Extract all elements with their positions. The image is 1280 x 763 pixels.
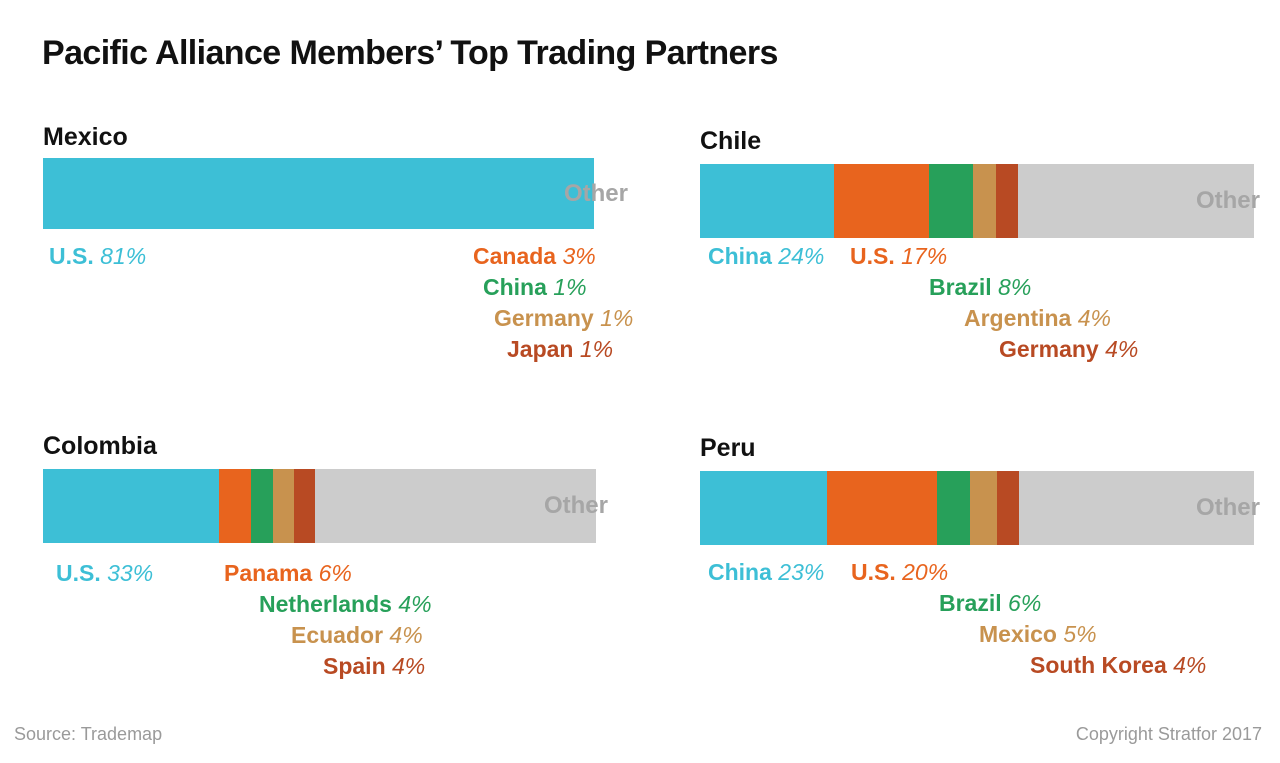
stacked-bar-mexico <box>43 158 594 229</box>
partner-share: 81% <box>93 243 147 269</box>
data-label-japan: Japan 1% <box>507 338 613 361</box>
partner-name: Canada <box>473 243 557 269</box>
bar-segment-germany <box>995 164 1019 238</box>
partner-share: 24% <box>771 243 825 269</box>
partner-name: Netherlands <box>259 591 392 617</box>
partner-name: U.S. <box>850 243 895 269</box>
partner-name: Argentina <box>964 305 1072 331</box>
bar-segment-argentina <box>973 164 996 238</box>
partner-share: 4% <box>391 591 432 617</box>
chart-panel-peru: Peru Other China 23% U.S. 20% Brazil 6% Mexic… <box>700 434 1274 704</box>
partner-share: 6% <box>312 560 352 586</box>
bar-segment-u-s <box>833 164 929 238</box>
data-label-south-korea: South Korea 4% <box>1030 654 1206 677</box>
other-segment-label: Other <box>543 492 608 519</box>
partner-name: China <box>708 243 772 269</box>
bar-segment-china <box>700 471 827 545</box>
bar-segment-panama <box>219 469 252 543</box>
partner-name: South Korea <box>1030 652 1167 678</box>
partner-share: 4% <box>1098 336 1139 362</box>
partner-share: 1% <box>593 305 634 331</box>
partner-share: 5% <box>1056 621 1097 647</box>
bar-segment-mexico <box>969 471 997 545</box>
chart-panel-mexico: Mexico Other U.S. 81% Canada 3% China 1% Germ… <box>43 123 633 393</box>
other-segment-label: Other <box>1195 187 1260 214</box>
partner-name: Japan <box>507 336 574 362</box>
chart-title: Pacific Alliance Members’ Top Trading Pa… <box>42 34 778 72</box>
data-label-u-s: U.S. 81% <box>49 245 146 268</box>
other-segment-label: Other <box>1195 494 1260 521</box>
partner-name: U.S. <box>851 559 896 585</box>
panel-title-mexico: Mexico <box>43 123 128 151</box>
data-label-u-s: U.S. 20% <box>851 561 948 584</box>
chart-panel-colombia: Colombia Other U.S. 33% Panama 6% Netherland… <box>43 432 616 702</box>
bar-segment-u-s <box>43 158 594 229</box>
partner-share: 4% <box>383 622 423 648</box>
bar-segment-spain <box>293 469 316 543</box>
bar-segment-brazil <box>936 471 970 545</box>
partner-name: China <box>708 559 772 585</box>
bar-segment-u-s <box>43 469 220 543</box>
data-label-brazil: Brazil 6% <box>939 592 1041 615</box>
stacked-bar-chile <box>700 164 1254 238</box>
partner-name: China <box>483 274 547 300</box>
data-label-u-s: U.S. 17% <box>850 245 947 268</box>
data-label-spain: Spain 4% <box>323 655 425 678</box>
partner-share: 20% <box>895 559 949 585</box>
partner-share: 23% <box>771 559 825 585</box>
data-label-u-s: U.S. 33% <box>56 562 153 585</box>
partner-share: 17% <box>894 243 948 269</box>
partner-name: Ecuador <box>291 622 384 648</box>
partner-name: Germany <box>999 336 1099 362</box>
bar-segment-south-korea <box>997 471 1019 545</box>
source-note: Source: Trademap <box>14 724 163 744</box>
bar-segment-u-s <box>826 471 937 545</box>
data-label-mexico: Mexico 5% <box>979 623 1097 646</box>
panel-title-colombia: Colombia <box>43 432 157 460</box>
partner-share: 4% <box>385 653 426 679</box>
chart-panel-chile: Chile Other China 24% U.S. 17% Brazil 8% Arge… <box>700 127 1274 397</box>
data-label-argentina: Argentina 4% <box>964 307 1111 330</box>
partner-share: 4% <box>1071 305 1111 331</box>
partner-share: 1% <box>573 336 614 362</box>
bar-segment-china <box>700 164 834 238</box>
partner-share: 6% <box>1001 590 1042 616</box>
data-label-china: China 1% <box>483 276 587 299</box>
data-label-panama: Panama 6% <box>224 562 352 585</box>
partner-share: 8% <box>991 274 1032 300</box>
data-label-brazil: Brazil 8% <box>929 276 1031 299</box>
other-segment-label: Other <box>563 179 628 207</box>
bar-segment-brazil <box>928 164 974 238</box>
panel-title-chile: Chile <box>700 127 762 155</box>
partner-name: Panama <box>224 560 313 586</box>
data-label-canada: Canada 3% <box>473 245 596 268</box>
stacked-bar-colombia <box>43 469 596 543</box>
data-label-germany: Germany 4% <box>999 338 1138 361</box>
partner-name: U.S. <box>56 560 101 586</box>
partner-name: Brazil <box>939 590 1002 616</box>
partner-name: Brazil <box>929 274 992 300</box>
partner-share: 4% <box>1166 652 1207 678</box>
partner-share: 1% <box>546 274 587 300</box>
partner-name: U.S. <box>49 243 94 269</box>
bar-segment-netherlands <box>251 469 273 543</box>
partner-name: Mexico <box>979 621 1057 647</box>
copyright-note: Copyright Stratfor 2017 <box>1075 724 1262 744</box>
data-label-netherlands: Netherlands 4% <box>259 593 432 616</box>
partner-share: 33% <box>100 560 154 586</box>
partner-name: Germany <box>494 305 594 331</box>
panel-title-peru: Peru <box>700 434 756 462</box>
data-label-china: China 23% <box>708 561 824 584</box>
partner-name: Spain <box>323 653 386 679</box>
bar-segment-ecuador <box>272 469 294 543</box>
data-label-china: China 24% <box>708 245 824 268</box>
data-label-ecuador: Ecuador 4% <box>291 624 423 647</box>
partner-share: 3% <box>556 243 596 269</box>
stacked-bar-peru <box>700 471 1254 545</box>
data-label-germany: Germany 1% <box>494 307 633 330</box>
